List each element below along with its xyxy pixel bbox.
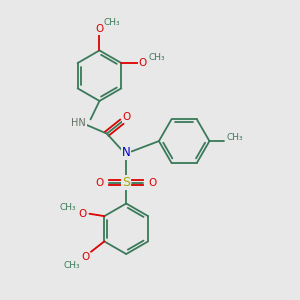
Text: O: O [95, 24, 104, 34]
Text: CH₃: CH₃ [149, 52, 165, 62]
Text: HN: HN [71, 118, 86, 128]
Text: CH₃: CH₃ [226, 133, 243, 142]
Text: S: S [122, 176, 130, 189]
Text: CH₃: CH₃ [60, 203, 76, 212]
Text: O: O [81, 252, 89, 262]
Text: CH₃: CH₃ [103, 18, 120, 27]
Text: CH₃: CH₃ [63, 261, 80, 270]
Text: O: O [95, 178, 104, 188]
Text: O: O [79, 209, 87, 219]
Text: O: O [139, 58, 147, 68]
Text: N: N [122, 146, 130, 160]
Text: O: O [149, 178, 157, 188]
Text: O: O [123, 112, 131, 122]
